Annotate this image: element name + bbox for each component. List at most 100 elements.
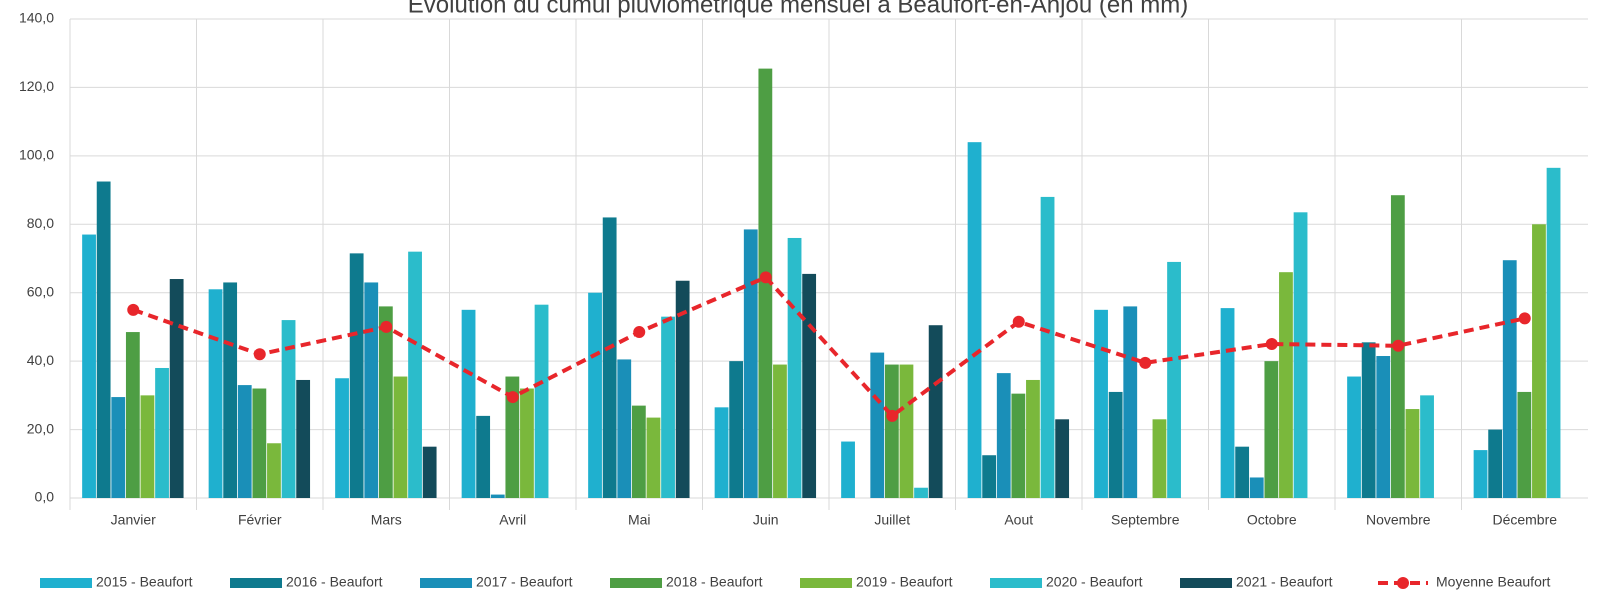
- bar: [349, 253, 364, 498]
- bar: [1488, 429, 1503, 498]
- bar: [1517, 391, 1532, 498]
- bar: [82, 234, 96, 499]
- average-line: [132, 274, 1526, 419]
- legend-label: 2015 - Beaufort: [96, 574, 193, 590]
- legend-swatch: [1180, 578, 1232, 588]
- y-tick-label: 100,0: [19, 147, 54, 163]
- bar: [928, 325, 943, 498]
- bar: [602, 217, 617, 498]
- x-tick-label: Septembre: [1111, 512, 1180, 528]
- bar: [408, 251, 422, 498]
- y-tick-label: 120,0: [19, 78, 54, 94]
- legend-swatch: [230, 578, 282, 588]
- legend-swatch: [800, 578, 852, 588]
- bar: [281, 320, 296, 498]
- bar: [631, 405, 646, 498]
- x-tick-label: Février: [238, 512, 282, 528]
- x-tick-label: Octobre: [1247, 512, 1297, 528]
- bar: [252, 388, 267, 498]
- bar: [1502, 260, 1517, 498]
- bar: [534, 304, 549, 498]
- bar: [1094, 309, 1108, 498]
- bar: [1123, 306, 1138, 498]
- y-tick-label: 40,0: [27, 352, 54, 368]
- bar: [787, 237, 802, 498]
- bar: [773, 364, 787, 498]
- bar: [982, 455, 997, 498]
- bar: [841, 441, 855, 498]
- bar: [661, 316, 675, 498]
- x-tick-label: Mars: [371, 512, 402, 528]
- legend-label: 2020 - Beaufort: [1046, 574, 1143, 590]
- bar: [646, 417, 661, 498]
- y-tick-label: 80,0: [27, 215, 54, 231]
- average-marker: [253, 348, 266, 361]
- average-marker: [633, 326, 646, 339]
- legend-label: 2021 - Beaufort: [1236, 574, 1333, 590]
- average-marker: [1392, 339, 1405, 352]
- chart-title: Evolution du cumul pluviométrique mensue…: [408, 0, 1188, 18]
- bar: [1473, 450, 1488, 498]
- bar: [1220, 308, 1235, 498]
- bar: [1249, 477, 1264, 498]
- bar: [675, 280, 690, 498]
- bar: [490, 494, 505, 498]
- average-marker: [127, 303, 140, 316]
- legend-swatch: [610, 578, 662, 588]
- bar: [296, 379, 311, 498]
- bar: [758, 68, 773, 498]
- bar: [520, 388, 534, 498]
- x-tick-label: Mai: [628, 512, 651, 528]
- bar: [1264, 361, 1279, 498]
- bar: [1405, 409, 1420, 498]
- bar: [1011, 393, 1026, 498]
- legend-label: 2016 - Beaufort: [286, 574, 383, 590]
- y-tick-label: 140,0: [19, 10, 54, 26]
- average-marker: [1265, 338, 1278, 351]
- x-tick-label: Décembre: [1492, 512, 1557, 528]
- bar: [729, 361, 744, 498]
- bar: [393, 376, 408, 498]
- average-marker: [759, 271, 772, 284]
- legend-label: 2018 - Beaufort: [666, 574, 763, 590]
- bar: [802, 273, 817, 498]
- bar: [1040, 196, 1055, 498]
- average-marker: [380, 320, 393, 333]
- bar: [588, 292, 602, 498]
- bar: [914, 487, 928, 498]
- bar: [237, 385, 252, 498]
- legend-label: 2017 - Beaufort: [476, 574, 573, 590]
- average-marker: [506, 391, 519, 404]
- bar: [1167, 261, 1181, 498]
- average-marker: [886, 409, 899, 422]
- bar: [461, 309, 476, 498]
- x-tick-label: Juin: [753, 512, 779, 528]
- bar: [884, 364, 899, 498]
- bar: [1026, 379, 1040, 498]
- bar: [1420, 395, 1434, 498]
- bar: [1532, 224, 1546, 499]
- bar: [1235, 446, 1250, 498]
- bar: [267, 443, 281, 498]
- bar: [1376, 356, 1391, 498]
- bar: [899, 364, 914, 498]
- y-tick-label: 60,0: [27, 283, 54, 299]
- bar: [476, 415, 491, 498]
- bar: [996, 373, 1011, 498]
- bar: [208, 289, 223, 498]
- x-tick-label: Aout: [1004, 512, 1033, 528]
- bar: [140, 395, 155, 498]
- x-tick-label: Avril: [499, 512, 526, 528]
- x-tick-label: Janvier: [111, 512, 156, 528]
- bar: [364, 282, 379, 498]
- legend-swatch: [420, 578, 472, 588]
- y-tick-label: 0,0: [35, 489, 55, 505]
- bar: [617, 359, 632, 498]
- bar: [155, 367, 169, 498]
- bar: [1279, 272, 1293, 498]
- legend-label: 2019 - Beaufort: [856, 574, 953, 590]
- bar: [378, 306, 393, 498]
- x-tick-label: Novembre: [1366, 512, 1431, 528]
- bar: [1361, 342, 1376, 498]
- bar: [505, 376, 520, 498]
